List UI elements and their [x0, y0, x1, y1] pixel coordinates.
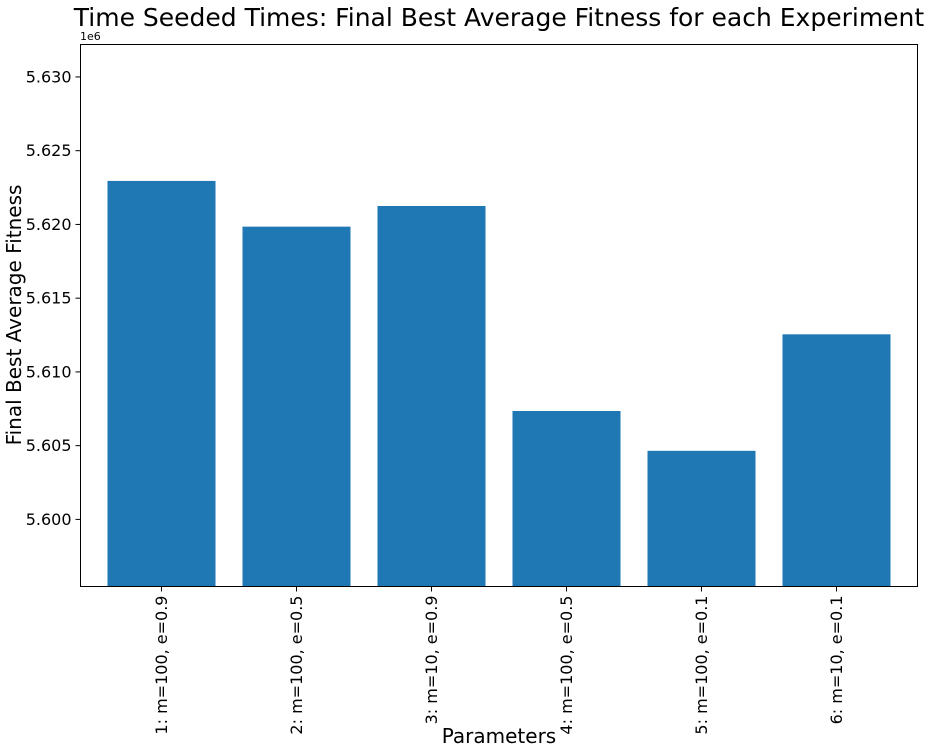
bar-5 [647, 450, 756, 587]
y-axis-offset-label: 1e6 [80, 30, 101, 43]
y-tick-label: 5.625 [26, 141, 72, 160]
y-tick-label: 5.600 [26, 510, 72, 529]
y-axis-ticks: 5.600 5.605 5.610 5.615 5.620 5.625 5.630 [26, 67, 81, 529]
x-axis-label: Parameters [442, 724, 556, 748]
y-tick-label: 5.610 [26, 362, 72, 381]
bars [107, 180, 891, 587]
x-tick-label: 1: m=100, e=0.9 [152, 596, 171, 735]
y-tick-label: 5.630 [26, 67, 72, 86]
y-tick-label: 5.615 [26, 289, 72, 308]
bar-2 [242, 226, 351, 587]
x-axis-ticks: 1: m=100, e=0.9 2: m=100, e=0.5 3: m=10, e… [152, 586, 846, 735]
y-tick-label: 5.620 [26, 215, 72, 234]
plot-frame [80, 44, 918, 587]
bar-4 [512, 411, 621, 587]
chart-title: Time Seeded Times: Final Best Average Fi… [73, 3, 925, 32]
x-tick-label: 6: m=10, e=0.1 [827, 596, 846, 725]
x-tick-label: 5: m=100, e=0.1 [692, 596, 711, 735]
bar-1 [107, 180, 216, 587]
bar-6 [782, 334, 891, 587]
y-tick-label: 5.605 [26, 436, 72, 455]
x-tick-label: 2: m=100, e=0.5 [287, 596, 306, 735]
bar-3 [377, 205, 486, 587]
x-tick-label: 4: m=100, e=0.5 [557, 596, 576, 735]
x-tick-label: 3: m=10, e=0.9 [422, 596, 441, 725]
y-axis-label: Final Best Average Fitness [2, 185, 26, 446]
